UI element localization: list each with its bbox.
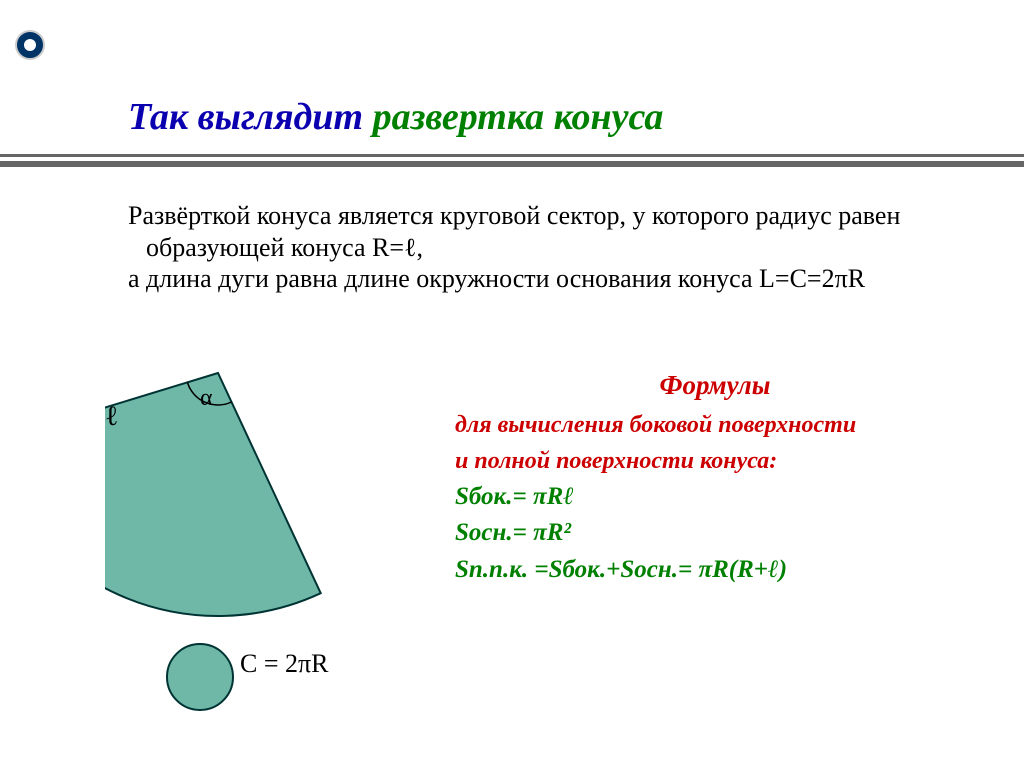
formulas-sub-1: для вычисления боковой поверхности	[455, 407, 975, 443]
content-text: Развёрткой конуса является круговой сект…	[128, 200, 969, 295]
formulas-heading: Формулы	[455, 370, 975, 401]
divider-thick	[0, 161, 1024, 167]
formula-2: Sосн.= πR²	[455, 515, 975, 551]
divider-thin	[0, 154, 1024, 157]
title-part-2: развертка конуса	[373, 96, 664, 138]
formulas-block: Формулы для вычисления боковой поверхнос…	[455, 370, 975, 588]
title-part-1: Так выглядит	[128, 96, 373, 138]
cone-net-diagram: ℓ α C = 2πR	[105, 365, 445, 725]
label-l: ℓ	[105, 401, 118, 433]
nav-back-button[interactable]	[15, 30, 45, 60]
formula-1: Sбок.= πRℓ	[455, 479, 975, 515]
label-alpha: α	[200, 385, 213, 412]
label-c: C = 2πR	[240, 649, 328, 679]
formula-3: Sп.п.к. =Sбок.+Sосн.= πR(R+ℓ)	[455, 552, 975, 588]
formulas-sub-2: и полной поверхности конуса:	[455, 443, 975, 479]
page-title: Так выглядит развертка конуса	[128, 95, 663, 139]
paragraph-2: а длина дуги равна длине окружности осно…	[146, 263, 969, 295]
paragraph-1: Развёрткой конуса является круговой сект…	[146, 200, 969, 263]
